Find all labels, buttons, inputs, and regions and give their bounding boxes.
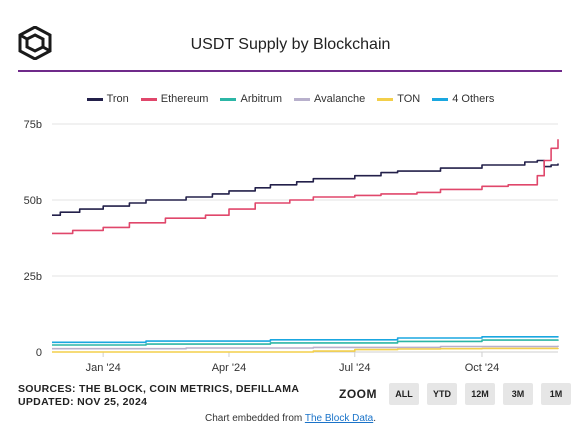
series-line-arbitrum bbox=[52, 339, 559, 346]
x-tick-label: Jul '24 bbox=[339, 362, 370, 374]
the-block-data-link[interactable]: The Block Data bbox=[304, 413, 374, 424]
zoom-label: ZOOM bbox=[339, 387, 377, 401]
sources-line: SOURCES: THE BLOCK, COIN METRICS, DEFILL… bbox=[18, 383, 300, 395]
legend-label: Avalanche bbox=[314, 93, 366, 105]
legend-swatch bbox=[294, 97, 311, 101]
y-tick-label: 25b bbox=[24, 271, 42, 283]
zoom-all-button[interactable]: ALL bbox=[389, 383, 419, 405]
legend-label: 4 Others bbox=[452, 93, 495, 105]
legend-label: Tron bbox=[106, 93, 129, 105]
legend-swatch bbox=[377, 97, 394, 101]
legend-label: TON bbox=[397, 93, 421, 105]
series-line-4-others bbox=[52, 336, 559, 344]
series-line-avalanche bbox=[52, 345, 559, 350]
y-tick-label: 0 bbox=[36, 347, 42, 359]
series-line-ton bbox=[52, 347, 559, 353]
zoom-3m-button[interactable]: 3M bbox=[503, 383, 533, 405]
legend-label: Arbitrum bbox=[240, 93, 283, 105]
zoom-controls: ZOOM ALL YTD 12M 3M 1M bbox=[339, 383, 571, 405]
x-tick-label: Apr '24 bbox=[212, 362, 247, 374]
legend-item[interactable]: Arbitrum bbox=[220, 93, 282, 105]
series-line-tron bbox=[52, 159, 559, 216]
x-tick-label: Oct '24 bbox=[465, 362, 500, 374]
legend-item[interactable]: Ethereum bbox=[140, 93, 209, 105]
embed-prefix: Chart embedded from bbox=[204, 413, 305, 424]
embed-suffix: . bbox=[373, 413, 377, 424]
legend-item[interactable]: Tron bbox=[86, 93, 129, 105]
y-tick-label: 75b bbox=[24, 119, 42, 131]
the-block-logo-icon bbox=[18, 26, 52, 60]
zoom-12m-button[interactable]: 12M bbox=[465, 383, 495, 405]
legend-swatch bbox=[86, 97, 103, 101]
legend-item[interactable]: 4 Others bbox=[432, 93, 494, 105]
zoom-ytd-button[interactable]: YTD bbox=[427, 383, 457, 405]
sources-note: SOURCES: THE BLOCK, COIN METRICS, DEFILL… bbox=[18, 383, 299, 409]
legend-swatch bbox=[220, 97, 237, 101]
zoom-1m-button[interactable]: 1M bbox=[541, 383, 571, 405]
chart-legend: Tron Ethereum Arbitrum Avalanche TON 4 Others bbox=[0, 93, 581, 105]
chart-plot: 0 25b 50b 75b Jan '24 Apr '24 Jul '24 Oct '24 bbox=[24, 119, 559, 374]
y-tick-label: 50b bbox=[24, 195, 42, 207]
embed-note: Chart embedded from The Block Data. bbox=[0, 413, 581, 424]
x-tick-label: Jan '24 bbox=[86, 362, 121, 374]
title-divider bbox=[18, 70, 562, 72]
legend-item[interactable]: Avalanche bbox=[294, 93, 365, 105]
legend-swatch bbox=[432, 97, 449, 101]
chart-title: USDT Supply by Blockchain bbox=[190, 36, 391, 53]
legend-label: Ethereum bbox=[160, 93, 209, 105]
updated-line: UPDATED: NOV 25, 2024 bbox=[18, 396, 148, 408]
series-line-ethereum bbox=[52, 139, 559, 235]
legend-item[interactable]: TON bbox=[377, 93, 420, 105]
legend-swatch bbox=[140, 97, 157, 101]
